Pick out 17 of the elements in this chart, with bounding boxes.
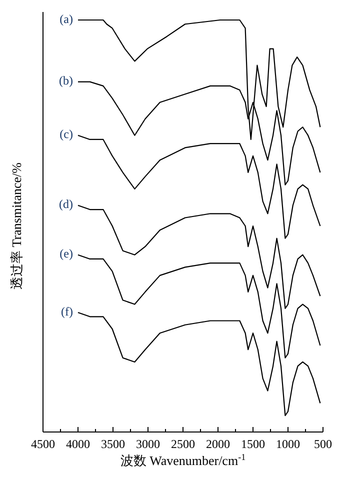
x-tick-label: 2000	[206, 437, 230, 451]
series-label: (b)	[59, 74, 73, 88]
series-label: (a)	[60, 12, 73, 26]
x-tick-label: 4000	[66, 437, 90, 451]
series-label: (d)	[59, 197, 73, 212]
x-tick-label: 4500	[31, 437, 55, 451]
x-tick-label: 2500	[171, 437, 195, 451]
series-label: (c)	[60, 127, 73, 142]
series-label: (f)	[61, 304, 73, 318]
x-axis-title: 波数 Wavenumber/cm$^{-1}$	[120, 452, 246, 468]
x-tick-label: 3500	[101, 437, 125, 451]
x-tick-label: 3000	[136, 437, 160, 451]
y-axis-title: 透过率 Transmitance/%	[8, 162, 24, 290]
series-label: (e)	[60, 246, 73, 261]
x-tick-label: 500	[314, 437, 332, 451]
x-tick-label: 1500	[241, 437, 265, 451]
x-tick-label: 1000	[276, 437, 300, 451]
